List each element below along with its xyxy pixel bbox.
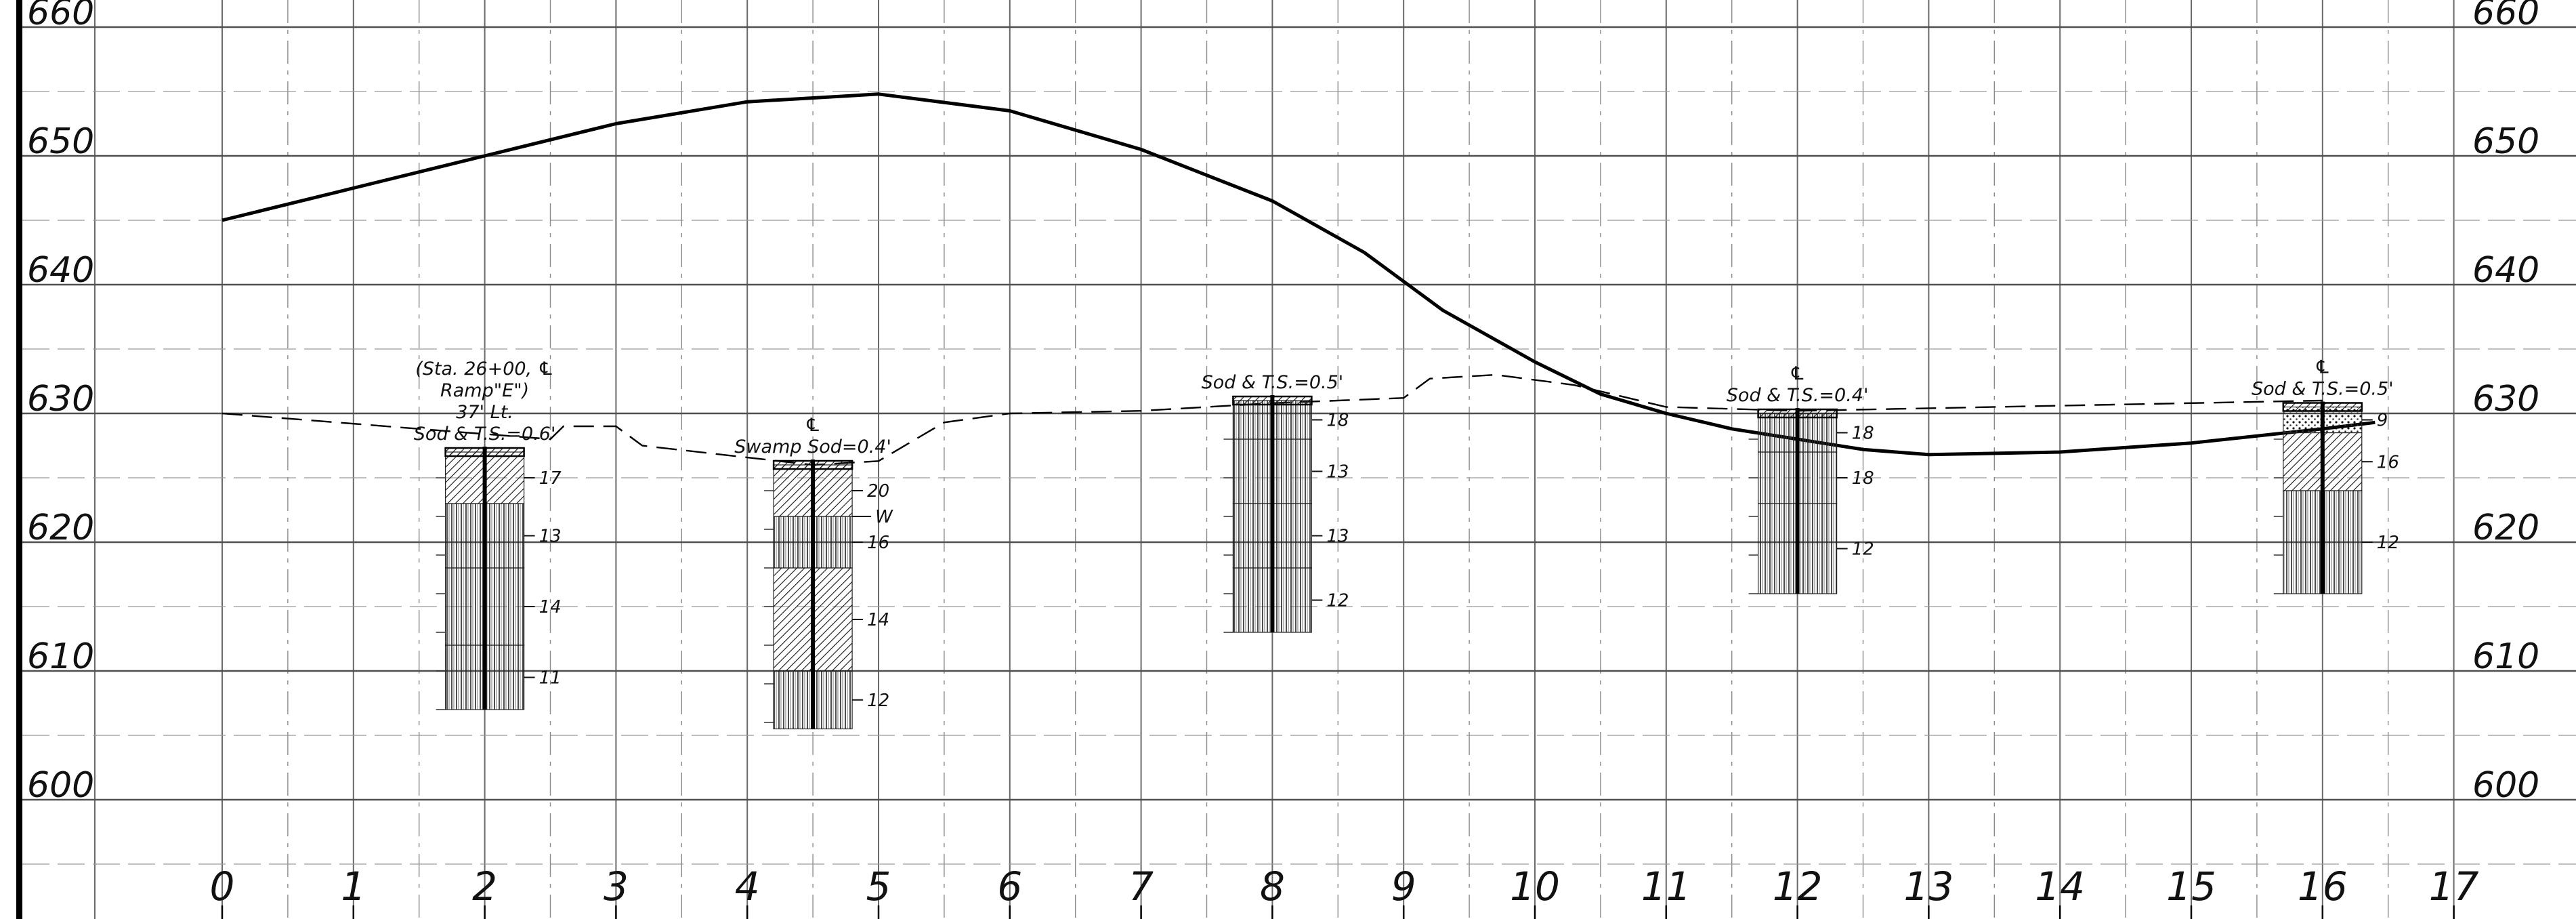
left-elevation-label: 660 <box>27 0 94 33</box>
boring-note: Sod & T.S.=0.5' <box>1202 372 1344 393</box>
centerline-symbol: ℄ <box>2315 357 2331 378</box>
boring-note: Ramp"E") <box>440 380 529 401</box>
station-label: 13 <box>1903 863 1954 910</box>
boring-layer-label: 18 <box>1326 411 1349 431</box>
right-elevation-label: 610 <box>2472 636 2539 677</box>
station-label: 9 <box>1391 863 1416 910</box>
centerline-symbol: ℄ <box>805 415 821 436</box>
right-elevation-label: 660 <box>2472 0 2539 33</box>
station-label: 10 <box>1510 863 1560 910</box>
boring-note: Swamp Sod=0.4' <box>734 436 891 457</box>
left-elevation-label: 640 <box>27 250 94 291</box>
boring-layer-label: 20 <box>867 481 889 502</box>
station-label: 14 <box>2035 863 2085 910</box>
boring-note: Sod & T.S.=0.4' <box>1727 385 1869 406</box>
right-elevation-label: 600 <box>2472 765 2539 806</box>
boring-layer-label: 12 <box>2377 533 2399 553</box>
boring-layer-label: 12 <box>867 691 889 711</box>
boring-layer-label: 16 <box>867 533 889 553</box>
right-elevation-scale: 660 650 640 630 620 610 600 <box>2472 0 2539 806</box>
boring-note: Sod & T.S.=0.6' <box>414 424 556 445</box>
station-label: 2 <box>472 863 497 910</box>
boring-layer-label: 14 <box>867 610 889 630</box>
boring-2: 20 W 16 14 12 ℄Swamp Sod=0.4' <box>734 415 893 730</box>
left-elevation-label: 650 <box>27 121 94 162</box>
right-elevation-label: 640 <box>2472 250 2539 291</box>
left-border-bar <box>16 0 22 919</box>
boring-5: 9 16 12 ℄Sod & T.S.=0.5' <box>2252 357 2399 594</box>
existing-ground-line <box>221 92 2376 457</box>
boring-layer-label: 13 <box>1326 527 1349 547</box>
right-elevation-label: 630 <box>2472 379 2539 420</box>
station-scale: 0 1 2 3 4 5 6 7 8 9 10 11 12 13 14 15 16 17 <box>210 863 2479 919</box>
boring-layer-label: 18 <box>1852 424 1874 444</box>
station-label: 0 <box>210 863 235 910</box>
water-level-label: W <box>875 507 893 527</box>
boring-layer-label: 11 <box>539 668 562 689</box>
boring-note: 37' Lt. <box>456 402 513 423</box>
boring-layer-label: 13 <box>1326 462 1349 483</box>
right-elevation-label: 650 <box>2472 121 2539 162</box>
right-elevation-label: 620 <box>2472 508 2539 548</box>
station-label: 11 <box>1641 863 1691 910</box>
left-elevation-label: 630 <box>27 379 94 420</box>
station-label: 16 <box>2298 863 2348 910</box>
left-elevation-label: 620 <box>27 508 94 548</box>
boring-layer-label: 14 <box>539 597 562 617</box>
boring-1: 17 13 14 11 (Sta. 26+00, ℄Ramp"E")37' Lt.Sod… <box>414 359 562 710</box>
boring-layer-label: 12 <box>1326 591 1349 611</box>
station-label: 6 <box>997 863 1022 910</box>
boring-4: 18 18 12 ℄Sod & T.S.=0.4' <box>1727 363 1874 594</box>
boring-layer-label: 16 <box>2377 452 2399 472</box>
station-label: 3 <box>604 863 629 910</box>
boring-layer-label: 18 <box>1852 468 1874 489</box>
centerline-symbol: ℄ <box>1789 363 1805 384</box>
station-label: 5 <box>866 863 891 910</box>
station-label: 8 <box>1260 863 1285 910</box>
station-label: 12 <box>1773 863 1823 910</box>
station-label: 1 <box>341 863 366 910</box>
boring-note: (Sta. 26+00, ℄ <box>415 359 554 380</box>
boring-note: Sod & T.S.=0.5' <box>2252 379 2394 400</box>
left-elevation-label: 600 <box>27 765 94 806</box>
dashed-grade-line <box>221 373 2323 466</box>
left-elevation-label: 610 <box>27 636 94 677</box>
boring-3: 18 13 13 12 Sod & T.S.=0.5' <box>1202 372 1349 633</box>
boring-layer-label: 13 <box>539 527 562 547</box>
boring-layer-label: 9 <box>2377 411 2388 431</box>
boring-layer-label: 17 <box>539 468 562 489</box>
station-label: 7 <box>1128 863 1154 910</box>
station-label: 4 <box>735 863 760 910</box>
left-elevation-scale: 660 650 640 630 620 610 600 <box>27 0 94 806</box>
station-label: 17 <box>2429 863 2479 910</box>
boring-layer-label: 12 <box>1852 539 1874 560</box>
ground-profile-layer <box>221 92 2376 466</box>
station-label: 15 <box>2166 863 2216 910</box>
